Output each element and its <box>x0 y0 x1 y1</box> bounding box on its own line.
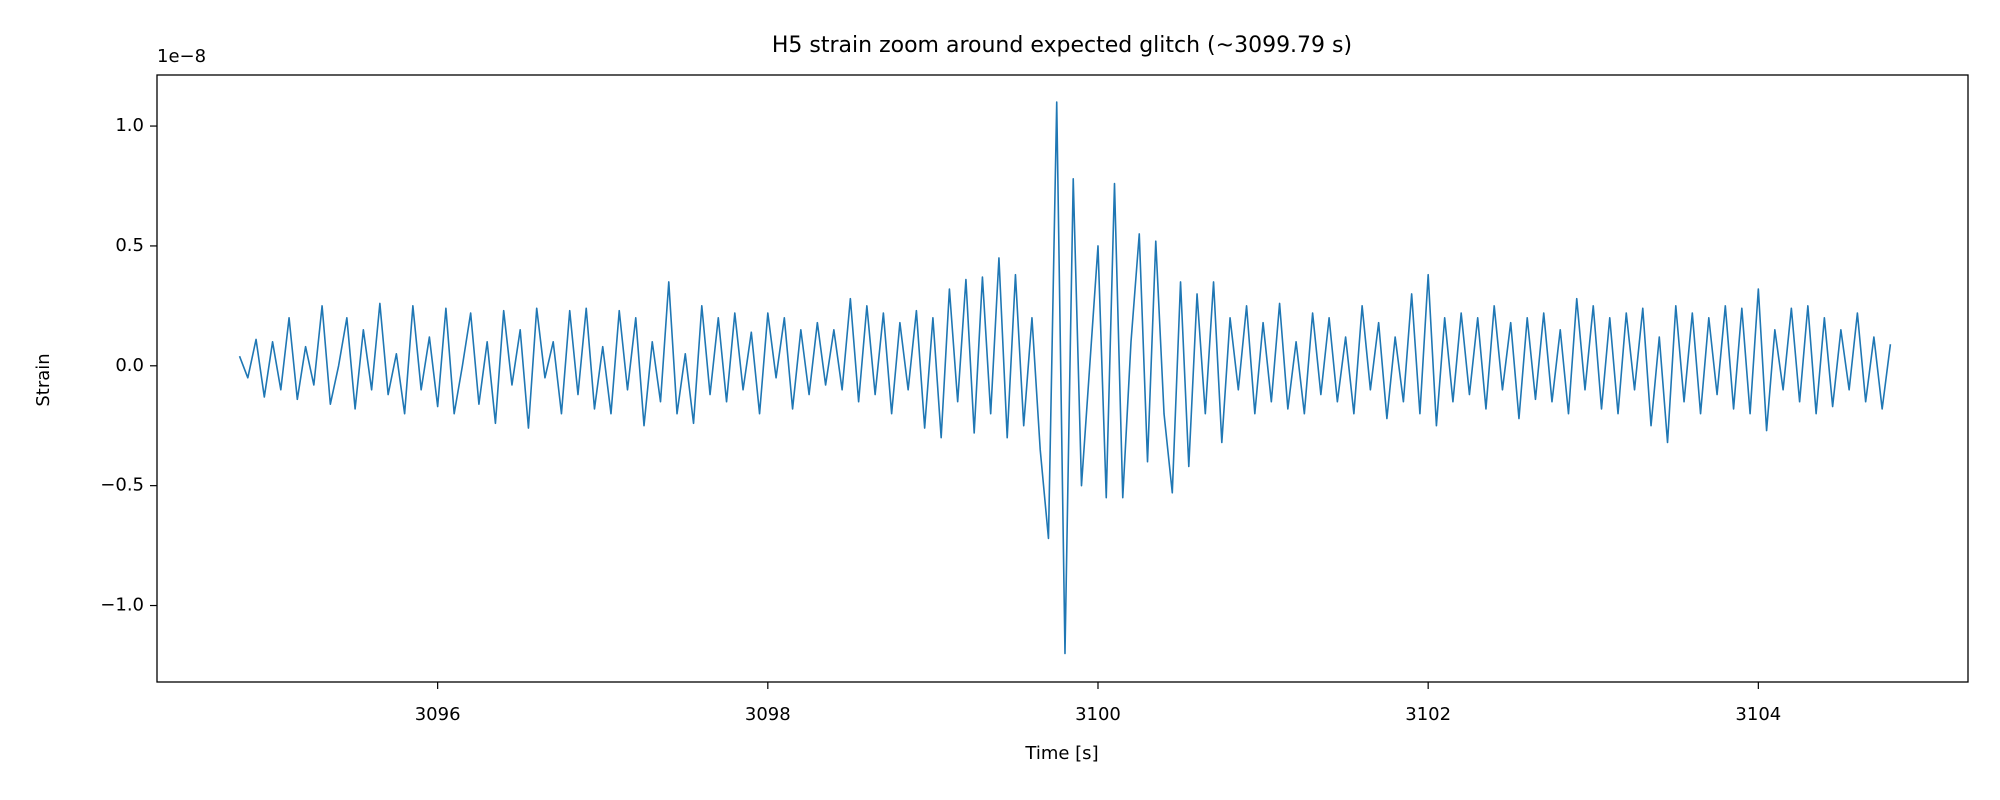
y-tick-label: 0.5 <box>115 235 144 256</box>
y-tick-label: 0.0 <box>115 355 144 376</box>
x-tick-label: 3102 <box>1405 704 1451 725</box>
x-tick-label: 3100 <box>1075 704 1121 725</box>
strain-line <box>238 101 1892 655</box>
chart-title: H5 strain zoom around expected glitch (~… <box>772 33 1352 58</box>
y-tick-label: −0.5 <box>100 475 144 496</box>
plot-frame <box>156 74 1969 683</box>
x-tick-label: 3104 <box>1735 704 1781 725</box>
y-axis-label: Strain <box>33 353 54 406</box>
y-offset-label: 1e−8 <box>157 46 206 67</box>
y-tick-label: −1.0 <box>100 595 144 616</box>
y-tick-label: 1.0 <box>115 115 144 136</box>
x-axis-label: Time [s] <box>1024 743 1098 764</box>
x-tick-label: 3096 <box>415 704 461 725</box>
x-tick-label: 3098 <box>745 704 791 725</box>
